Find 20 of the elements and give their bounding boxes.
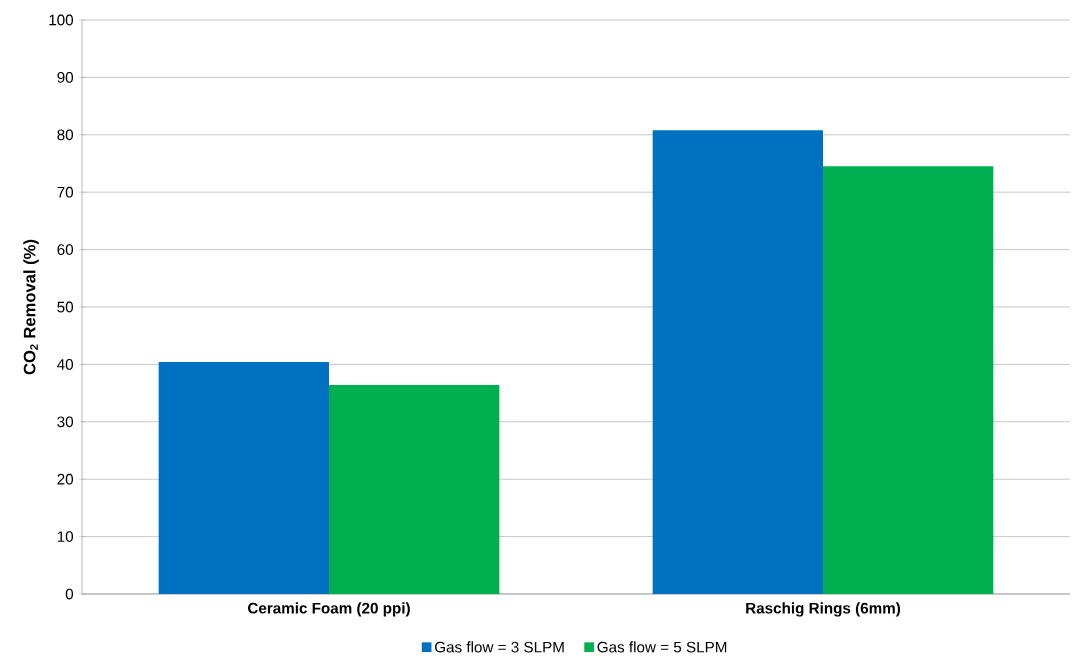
bar bbox=[158, 362, 329, 594]
x-tick-label: Ceramic Foam (20 ppi) bbox=[248, 602, 410, 617]
bar bbox=[652, 130, 823, 594]
y-tick-label: 10 bbox=[57, 531, 74, 542]
y-tick-label: 90 bbox=[57, 72, 74, 83]
y-tick-label: 40 bbox=[57, 359, 74, 370]
y-tick-label: 30 bbox=[57, 416, 74, 428]
bar bbox=[823, 166, 994, 594]
y-tick-label: 80 bbox=[57, 129, 74, 141]
y-tick-label: 50 bbox=[57, 301, 74, 313]
y-tick-label: 70 bbox=[57, 186, 74, 198]
x-tick-label: Raschig Rings (6mm) bbox=[746, 602, 901, 617]
y-tick-label: 60 bbox=[57, 244, 74, 255]
y-tick-label: 100 bbox=[49, 14, 74, 26]
bar bbox=[329, 385, 500, 594]
legend-label: Gas flow = 3 SLPM bbox=[434, 641, 564, 653]
legend-label: Gas flow = 5 SLPM bbox=[597, 641, 727, 653]
y-tick-label: 0 bbox=[65, 588, 74, 600]
y-axis-title: CO$_{2}$ Removal (%) bbox=[23, 239, 39, 375]
y-tick-label: 20 bbox=[57, 473, 74, 485]
